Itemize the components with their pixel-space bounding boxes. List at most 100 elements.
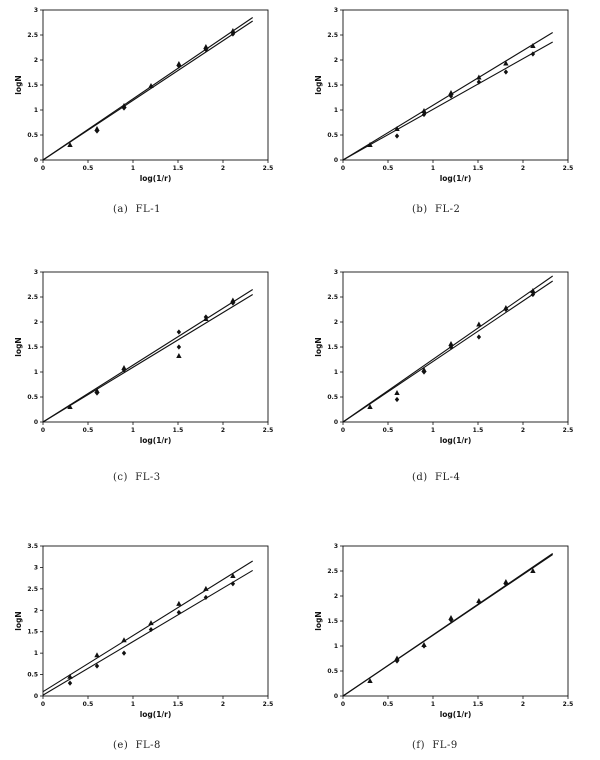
y-tick-label: 1 — [34, 650, 38, 657]
triangle-point — [203, 585, 209, 591]
y-tick-label: 0 — [34, 157, 38, 164]
diamond-point — [530, 291, 536, 298]
y-tick-label: 0 — [334, 693, 338, 700]
y-tick-label: 2 — [34, 319, 38, 326]
plot-frame — [342, 9, 569, 161]
diamond-point — [503, 69, 509, 75]
diamond-point — [421, 369, 427, 375]
x-tick-label: 1 — [431, 427, 435, 434]
triangle-point — [67, 404, 73, 409]
y-axis-label: logN — [14, 337, 23, 356]
diamond-point — [230, 581, 236, 587]
x-tick-label: 0.5 — [383, 427, 394, 434]
diamond-point — [176, 344, 182, 350]
chart-panel-a: 0 0.5 1 1.5 2 2.5 0 0.5 1 1.5 2 2.5 3 log(1/r) logN — [0, 0, 280, 185]
x-axis-label: log(1/r) — [140, 174, 172, 183]
diamond-point — [476, 79, 482, 85]
triangle-point — [176, 600, 182, 606]
chart-svg-d: 0 0.5 1 1.5 2 2.5 0 0.5 1 1.5 2 2.5 3 log(1/r) logN — [314, 269, 574, 445]
triangle-point — [394, 390, 400, 395]
triangle-point — [476, 321, 482, 327]
y-tick-label: 2 — [334, 57, 338, 64]
y-tick-label: 1 — [34, 107, 38, 114]
x-tick-label: 2 — [221, 165, 225, 172]
y-tick-label: 1.5 — [27, 344, 38, 351]
x-tick-label: 1 — [131, 427, 135, 434]
y-tick-label: 0.5 — [327, 668, 338, 675]
triangle-point — [176, 353, 182, 358]
diamond-point — [421, 643, 427, 649]
x-tick-label: 1 — [131, 165, 135, 172]
triangle-point — [530, 568, 536, 573]
x-tick-label: 0.5 — [383, 701, 394, 708]
diamond-point — [203, 46, 209, 53]
diamond-point — [121, 105, 127, 111]
x-tick-label: 0 — [41, 165, 45, 172]
y-tick-label: 2.5 — [327, 294, 338, 301]
diamond-point — [448, 344, 454, 350]
chart-svg-a: 0 0.5 1 1.5 2 2.5 0 0.5 1 1.5 2 2.5 3 log(1/r) logN — [14, 7, 273, 183]
chart-panel-c: 0 0.5 1 1.5 2 2.5 0 0.5 1 1.5 2 2.5 3 log(1/r) logN — [0, 262, 280, 447]
x-tick-label: 2 — [221, 427, 225, 434]
caption-b: (b) FL-2 — [412, 204, 461, 215]
y-tick-label: 2 — [334, 593, 338, 600]
diamond-point — [121, 367, 127, 373]
triangle-point — [448, 341, 454, 346]
y-tick-label: 0 — [334, 419, 338, 426]
fit-line-diamond — [342, 41, 553, 161]
triangle-point — [94, 652, 100, 658]
y-axis-label: logN — [314, 611, 323, 630]
y-tick-label: 0.5 — [327, 132, 338, 139]
x-tick-label: 2.5 — [263, 427, 274, 434]
y-tick-label: 1 — [34, 369, 38, 376]
fit-line-diamond — [42, 294, 253, 423]
diamond-point — [67, 680, 73, 686]
x-axis-label: log(1/r) — [440, 710, 472, 719]
x-tick-label: 1 — [431, 165, 435, 172]
caption-d: (d) FL-4 — [412, 472, 461, 483]
diamond-point — [448, 93, 454, 99]
x-tick-label: 1.5 — [473, 701, 484, 708]
plot-frame — [42, 271, 269, 423]
caption-c: (c) FL-3 — [113, 472, 161, 483]
triangle-point — [230, 28, 236, 33]
triangle-point — [203, 44, 209, 49]
fit-line-diamond — [342, 554, 554, 697]
fit-line-diamond — [42, 569, 253, 696]
chart-panel-b: 0 0.5 1 1.5 2 2.5 0 0.5 1 1.5 2 2.5 3 log(1/r) logN — [300, 0, 580, 185]
y-tick-label: 1 — [334, 369, 338, 376]
triangle-point — [367, 678, 373, 683]
chart-svg-f: 0 0.5 1 1.5 2 2.5 0 0.5 1 1.5 2 2.5 3 log(1/r) logN — [314, 543, 573, 719]
y-tick-label: 2.5 — [27, 586, 38, 593]
x-tick-label: 1.5 — [173, 165, 184, 172]
x-tick-label: 2.5 — [563, 165, 574, 172]
y-axis-label: logN — [14, 611, 23, 630]
triangle-point — [230, 573, 236, 578]
y-tick-label: 2 — [334, 319, 338, 326]
diamond-point — [476, 334, 482, 340]
x-tick-label: 0 — [41, 701, 45, 708]
fit-line-triangle — [42, 560, 253, 693]
chart-panel-f: 0 0.5 1 1.5 2 2.5 0 0.5 1 1.5 2 2.5 3 log(1/r) logN — [300, 536, 580, 721]
triangle-point — [503, 60, 509, 66]
diamond-point — [230, 31, 236, 37]
chart-svg-e: 0 0.5 1 1.5 2 2.5 0 0.5 1 1.5 2 2.5 3 3.5 log(1/r) logN — [14, 543, 273, 719]
y-tick-label: 0 — [334, 157, 338, 164]
diamond-point — [394, 396, 400, 403]
x-tick-label: 1.5 — [173, 701, 184, 708]
y-tick-label: 2.5 — [27, 32, 38, 39]
x-tick-label: 1 — [131, 701, 135, 708]
triangle-point — [448, 90, 454, 95]
x-axis-label: log(1/r) — [140, 710, 172, 719]
y-tick-label: 1 — [334, 643, 338, 650]
diamond-point — [94, 390, 100, 396]
x-tick-label: 2.5 — [563, 427, 574, 434]
y-axis-label: logN — [314, 75, 323, 94]
y-axis-label: logN — [314, 337, 323, 356]
x-axis-label: log(1/r) — [440, 174, 472, 183]
y-tick-label: 1.5 — [327, 82, 338, 89]
y-tick-label: 3 — [34, 269, 38, 276]
x-tick-label: 0.5 — [83, 165, 94, 172]
y-tick-label: 0 — [34, 693, 38, 700]
y-tick-label: 1 — [334, 107, 338, 114]
